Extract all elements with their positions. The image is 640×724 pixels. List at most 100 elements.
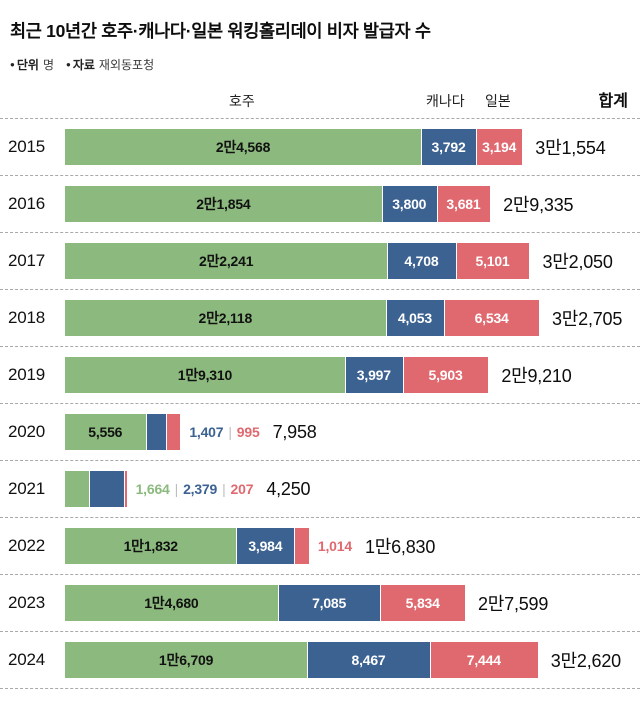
- year-label: 2023: [8, 593, 46, 612]
- year-label: 2019: [8, 365, 46, 384]
- segment-value: 4,708: [404, 253, 439, 269]
- segment-value: 3,800: [392, 196, 427, 212]
- segment-value: 4,053: [397, 310, 432, 326]
- bar-segment-japan: 6,534: [444, 300, 539, 336]
- outside-values: 1,407 | 995: [189, 424, 259, 440]
- outside-value: 1,407: [189, 424, 224, 440]
- outside-value: 1,664: [135, 481, 170, 497]
- source-label: 자료: [72, 58, 95, 72]
- unit-label: 단위: [16, 58, 39, 72]
- stacked-bar: 2만2,118 4,053 6,534: [65, 300, 539, 336]
- row-total: 1만6,830: [364, 537, 436, 557]
- stacked-bar-chart: 호주 캐나다 일본 합계 2015 2만4,568 3,792 3,194 3만1,…: [0, 85, 640, 689]
- segment-value: 2만2,241: [199, 253, 254, 269]
- row-total: 3만2,050: [542, 252, 613, 272]
- segment-value: 6,534: [474, 310, 509, 326]
- bar-segment-japan: 3,681: [436, 186, 491, 222]
- bar-segment-australia: [65, 471, 90, 507]
- bar-segment-japan: [165, 414, 181, 450]
- stacked-bar: 1만6,709 8,467 7,444: [65, 642, 538, 678]
- outside-value: 1,014: [317, 538, 352, 554]
- segment-value: 3,792: [431, 139, 466, 155]
- segment-value: 2만4,568: [215, 139, 271, 155]
- stacked-bar: 5,556: [65, 414, 181, 450]
- segment-value: 2만1,854: [196, 196, 251, 212]
- bar-segment-canada: 4,053: [385, 300, 445, 336]
- bar-segment-japan: 5,834: [380, 585, 465, 621]
- infographic: 최근 10년간 호주·캐나다·일본 워킹홀리데이 비자 발급자 수 ● 단위 명 ● 자…: [0, 21, 640, 689]
- year-label: 2021: [8, 479, 46, 498]
- bullet-icon: ●: [10, 60, 15, 69]
- stacked-bar: 1만1,832 3,984: [65, 528, 309, 564]
- segment-value: 5,101: [475, 253, 510, 269]
- year-label: 2018: [8, 308, 46, 327]
- stacked-bar: 2만1,854 3,800 3,681: [65, 186, 491, 222]
- outside-value: 995: [236, 424, 260, 440]
- chart-row: 2018 2만2,118 4,053 6,534 3만2,705: [0, 290, 640, 347]
- bar-segment-australia: 2만1,854: [65, 186, 382, 222]
- segment-value: 3,681: [446, 196, 481, 212]
- bar-segment-japan: [123, 471, 127, 507]
- stacked-bar: 1만9,310 3,997 5,903: [65, 357, 489, 393]
- outside-value: 207: [230, 481, 254, 497]
- stacked-bar: 2만2,241 4,708 5,101: [65, 243, 530, 279]
- series-label-australia: 호주: [229, 93, 255, 109]
- chart-row: 2019 1만9,310 3,997 5,903 2만9,210: [0, 347, 640, 404]
- segment-value: 1만9,310: [177, 367, 233, 383]
- segment-value: 5,834: [405, 595, 440, 611]
- total-header: 합계: [598, 93, 628, 110]
- segment-value: 1만6,709: [158, 652, 214, 668]
- chart-row: 2015 2만4,568 3,792 3,194 3만1,554: [0, 119, 640, 176]
- row-total: 3만2,705: [551, 309, 623, 329]
- row-total: 2만7,599: [477, 594, 549, 614]
- bullet-icon: ●: [65, 60, 71, 69]
- unit-value: 명: [42, 58, 54, 72]
- bar-segment-canada: 3,997: [344, 357, 403, 393]
- chart-title: 최근 10년간 호주·캐나다·일본 워킹홀리데이 비자 발급자 수: [10, 21, 431, 41]
- outside-values: 1,664 | 2,379 | 207: [136, 481, 254, 497]
- row-total: 7,958: [272, 421, 317, 442]
- chart-row: 2021 1,664 | 2,379 | 207 4,250: [0, 461, 640, 518]
- bar-segment-australia: 1만6,709: [65, 642, 308, 678]
- outside-value: 2,379: [183, 481, 218, 497]
- row-total: 3만2,620: [550, 651, 621, 671]
- segment-value: 8,467: [351, 652, 386, 668]
- series-label-canada: 캐나다: [426, 93, 465, 109]
- year-label: 2015: [8, 137, 46, 156]
- year-label: 2016: [8, 194, 46, 213]
- bar-segment-japan: [294, 528, 309, 564]
- series-label-japan: 일본: [485, 93, 511, 109]
- segment-value: 1만4,680: [144, 595, 199, 611]
- value-separator: |: [174, 481, 179, 497]
- bar-segment-canada: 3,984: [236, 528, 295, 564]
- chart-row: 2022 1만1,832 3,984 1,014 1만6,830: [0, 518, 640, 575]
- bar-segment-australia: 1만1,832: [65, 528, 237, 564]
- value-separator: |: [222, 481, 226, 497]
- bar-segment-japan: 5,903: [402, 357, 489, 393]
- bar-segment-australia: 1만9,310: [65, 357, 345, 393]
- source-value: 재외동포청: [98, 58, 155, 72]
- stacked-bar: [65, 471, 127, 507]
- year-label: 2020: [8, 422, 46, 441]
- bar-segment-canada: 8,467: [307, 642, 430, 678]
- bar-segment-australia: 2만2,118: [65, 300, 386, 336]
- bar-segment-canada: 3,800: [381, 186, 437, 222]
- bar-segment-australia: 1만4,680: [65, 585, 278, 621]
- chart-meta: ● 단위 명 ● 자료 재외동포청: [0, 43, 640, 73]
- bar-segment-canada: 3,792: [421, 129, 477, 165]
- segment-value: 7,444: [466, 652, 501, 668]
- bar-segment-japan: 7,444: [429, 642, 538, 678]
- segment-value: 5,903: [428, 367, 463, 383]
- bar-segment-australia: 5,556: [65, 414, 146, 450]
- year-label: 2022: [8, 536, 46, 555]
- stacked-bar: 1만4,680 7,085 5,834: [65, 585, 465, 621]
- bar-segment-canada: 7,085: [277, 585, 381, 621]
- chart-row: 2024 1만6,709 8,467 7,444 3만2,620: [0, 632, 640, 689]
- bar-segment-australia: 2만2,241: [65, 243, 388, 279]
- segment-value: 3,194: [482, 139, 517, 155]
- segment-value: 1만1,832: [123, 538, 179, 554]
- chart-row: 2017 2만2,241 4,708 5,101 3만2,050: [0, 233, 640, 290]
- bar-segment-australia: 2만4,568: [65, 129, 422, 165]
- bar-segment-canada: [145, 414, 166, 450]
- chart-rows: 2015 2만4,568 3,792 3,194 3만1,554 2016 2만1,…: [0, 119, 640, 689]
